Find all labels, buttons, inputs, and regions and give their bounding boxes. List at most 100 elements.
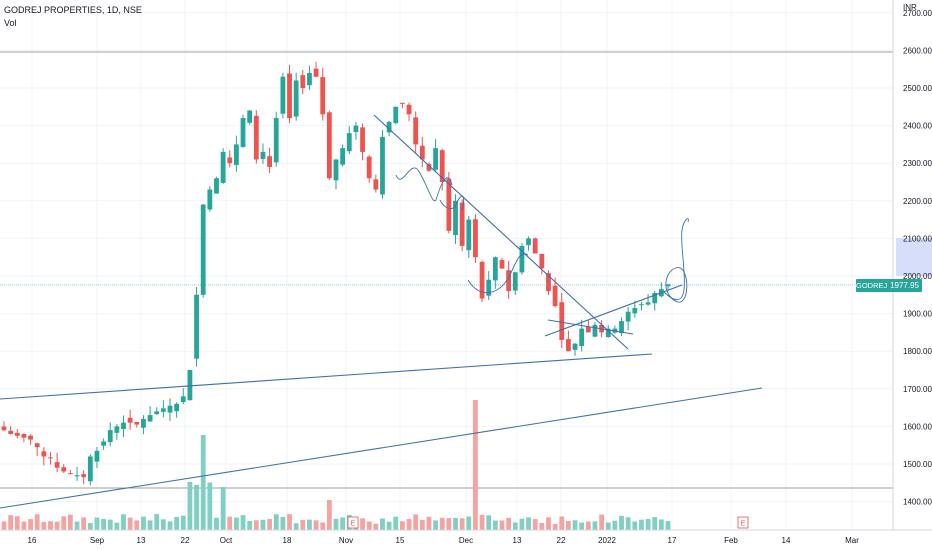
volume-bar xyxy=(479,514,485,530)
volume-bar xyxy=(94,517,100,530)
highlight-zone xyxy=(896,238,932,276)
currency-label: INR xyxy=(903,3,917,12)
volume-bar xyxy=(539,523,545,530)
candle-body xyxy=(74,475,80,477)
volume-bar xyxy=(87,523,93,530)
time-tick-label: Mar xyxy=(845,536,859,545)
chart-legend: GODREJ PROPERTIES, 1D, NSE Vol xyxy=(4,4,142,30)
volume-bar xyxy=(214,517,219,530)
volume-bar xyxy=(207,482,213,530)
candle-body xyxy=(559,302,565,340)
candle-body xyxy=(433,148,438,170)
candle-body xyxy=(121,422,126,429)
candle-body xyxy=(287,73,292,119)
time-tick-label: Sep xyxy=(90,536,105,545)
volume-bar xyxy=(147,520,153,530)
volume-bar xyxy=(68,514,73,530)
candle-body xyxy=(147,415,153,422)
volume-bar xyxy=(287,514,292,530)
candle-body xyxy=(134,422,140,425)
candle-body xyxy=(552,285,558,307)
volume-bar xyxy=(61,516,67,530)
candle-body xyxy=(386,121,392,133)
volume-bar xyxy=(227,516,233,530)
volume-bar xyxy=(360,518,365,530)
candle-body xyxy=(585,326,591,333)
candle-body xyxy=(107,430,113,443)
volume-bar xyxy=(572,520,578,530)
volume-bar xyxy=(21,521,27,530)
volume-bar xyxy=(101,519,106,530)
candle-body xyxy=(639,304,644,306)
candle-body xyxy=(406,104,412,115)
hand-drawn-curve-3 xyxy=(467,253,529,294)
candle-body xyxy=(68,473,73,475)
trendline-breakout xyxy=(544,284,683,337)
volume-bar xyxy=(373,523,379,530)
candle-body xyxy=(260,151,266,159)
candle-body xyxy=(572,343,578,350)
candle-body xyxy=(459,202,465,246)
candle-body xyxy=(366,156,372,179)
candle-body xyxy=(419,145,425,160)
candle-body xyxy=(253,115,259,160)
candle-body xyxy=(1,426,7,431)
candle-body xyxy=(539,253,545,269)
candle-body xyxy=(280,76,286,114)
candle-body xyxy=(512,272,518,291)
volume-bar xyxy=(433,520,438,530)
trendline-upper-rising xyxy=(0,353,653,400)
price-tick-label: 2600.00 xyxy=(903,46,932,55)
volume-bar xyxy=(512,522,518,530)
price-tick-label: 2000.00 xyxy=(903,272,932,281)
candle-body xyxy=(393,106,399,124)
candle-body xyxy=(566,339,571,352)
candle-body xyxy=(506,270,512,292)
volume-bar xyxy=(48,521,53,530)
time-tick-label: 22 xyxy=(181,536,190,545)
volume-bar xyxy=(546,517,551,530)
volume-bar xyxy=(386,521,392,530)
earnings-markers[interactable]: E E xyxy=(347,516,749,529)
candle-body xyxy=(340,148,346,165)
candle-body xyxy=(426,164,432,171)
volume-bar xyxy=(174,517,180,530)
volume-bar xyxy=(426,516,432,530)
volume-bar xyxy=(605,522,611,530)
candle-body xyxy=(473,219,478,258)
candle-body xyxy=(54,462,60,468)
candle-body xyxy=(645,302,651,305)
candle-body xyxy=(154,411,160,415)
volume-bar xyxy=(273,514,279,530)
volume-bar xyxy=(1,521,7,530)
candle-body xyxy=(174,403,180,412)
candle-body xyxy=(220,151,226,183)
candle-body xyxy=(240,118,246,148)
candle-body xyxy=(486,279,492,296)
candle-body xyxy=(439,150,445,182)
volume-bar xyxy=(658,519,664,530)
price-tick-label: 2500.00 xyxy=(903,84,932,93)
candle-body xyxy=(160,408,166,412)
volume-bar xyxy=(453,517,458,530)
volume-bar xyxy=(187,482,193,530)
candle-body xyxy=(267,156,272,167)
volume-bar xyxy=(566,520,571,530)
volume-bar xyxy=(167,521,173,530)
candle-body xyxy=(114,426,120,433)
candle-body xyxy=(41,451,47,457)
time-tick-label: Nov xyxy=(339,536,353,545)
time-tick-label: 17 xyxy=(668,536,677,545)
candle-body xyxy=(313,68,319,77)
volume-bar xyxy=(121,514,126,530)
earnings-marker-2 xyxy=(737,516,749,529)
time-tick-label: Feb xyxy=(724,536,738,545)
price-tick-label: 2300.00 xyxy=(903,159,932,168)
volume-bar xyxy=(619,515,624,530)
volume-bar xyxy=(400,521,405,530)
candle-body xyxy=(652,292,658,304)
volume-bar xyxy=(632,521,638,530)
volume-bar xyxy=(406,519,412,530)
volume-bar xyxy=(665,521,671,530)
